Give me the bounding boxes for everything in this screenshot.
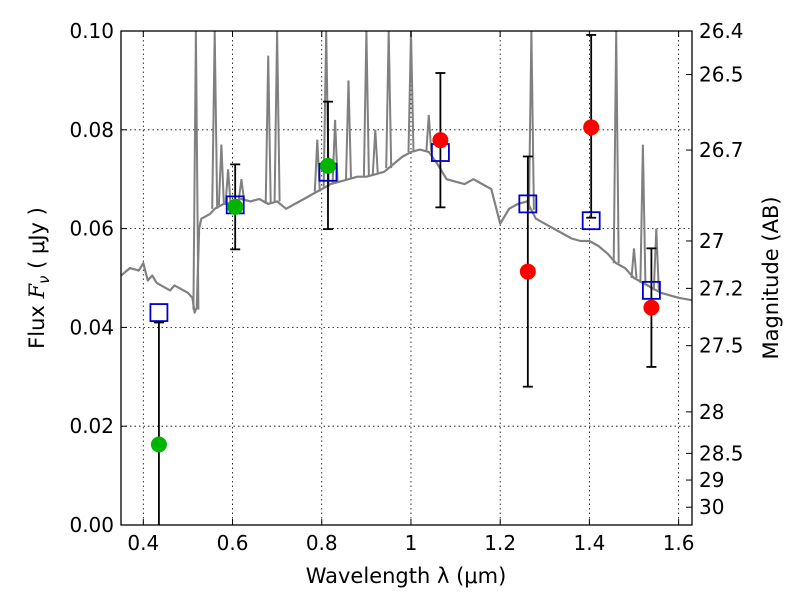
y2-tick-label: 26.7	[699, 138, 744, 162]
optical-point	[319, 157, 336, 174]
nir-point	[583, 119, 600, 136]
y-axis-title-prefix: Flux	[25, 299, 49, 349]
emission-line	[224, 169, 232, 204]
emission-line	[371, 129, 379, 175]
y-axis-title-symbol: F	[25, 283, 49, 300]
x-tick-label: 0.4	[127, 531, 159, 555]
model-photometry-square	[518, 194, 538, 214]
y2-tick-label: 28.5	[699, 441, 744, 465]
y-axis-title-unit: ( μJy )	[25, 207, 49, 275]
x-tick-label: 0.6	[217, 531, 249, 555]
y2-tick-label: 27	[699, 229, 724, 253]
y-tick-label: 0.02	[69, 414, 114, 438]
model-spectrum-line	[121, 148, 692, 314]
emission-line	[407, 31, 415, 153]
plot-frame	[120, 30, 693, 526]
emission-line	[237, 179, 245, 200]
markers	[149, 34, 661, 525]
optical-point	[150, 436, 167, 453]
emission-line	[385, 31, 393, 169]
emission-line	[211, 31, 219, 209]
nir-point	[432, 132, 449, 149]
model-photometry-square	[149, 303, 169, 322]
emission-line	[639, 144, 647, 283]
y-axis-title-subscript: ν	[35, 276, 53, 284]
x-tick-label: 1.2	[484, 531, 516, 555]
y-tick-label: 0.00	[69, 513, 114, 537]
emission-line	[612, 31, 620, 264]
y2-tick-label: 29	[699, 468, 724, 492]
tick-labels: 0.4 0.6 0.8 1 1.2 1.4 1.6 0.00 0.02 0.04 0.06 0.08 0…	[69, 19, 743, 555]
y-tick-label: 0.10	[69, 19, 114, 43]
model-photometry-square	[642, 280, 661, 300]
emission-line	[273, 31, 281, 202]
y-axis-title: Flux Fν ( μJy )	[25, 207, 53, 349]
grid	[121, 30, 692, 526]
y2-tick-label: 27.2	[699, 276, 744, 300]
x-axis-title: Wavelength λ (μm)	[306, 564, 507, 588]
emission-line	[217, 144, 225, 206]
x-tick-label: 1.6	[663, 531, 695, 555]
emission-line	[652, 228, 660, 291]
y2-tick-label: 26.5	[699, 62, 744, 86]
y-tick-label: 0.04	[69, 315, 114, 339]
optical-point	[227, 198, 244, 215]
y2-tick-label: 28	[699, 400, 724, 424]
emission-line	[362, 31, 370, 177]
y2-tick-label: 30	[699, 495, 724, 519]
emission-line	[192, 31, 200, 310]
model-photometry-square	[581, 211, 601, 231]
plot-area	[121, 31, 692, 314]
emission-line	[264, 55, 272, 204]
emission-line	[630, 248, 638, 279]
y-tick-label: 0.06	[69, 217, 114, 241]
x-tick-label: 1.4	[573, 531, 605, 555]
y2-tick-label: 27.5	[699, 334, 744, 358]
y2-axis-title: Magnitude (AB)	[759, 196, 783, 359]
emission-line	[345, 80, 352, 180]
emission-line	[425, 114, 433, 153]
emission-line	[527, 31, 535, 211]
nir-point	[643, 299, 660, 316]
ticks	[121, 30, 692, 526]
x-tick-label: 1	[405, 531, 418, 555]
x-tick-label: 0.8	[306, 531, 338, 555]
nir-point	[519, 263, 536, 280]
y2-tick-label: 26.4	[699, 19, 744, 43]
y-tick-label: 0.08	[69, 118, 114, 142]
